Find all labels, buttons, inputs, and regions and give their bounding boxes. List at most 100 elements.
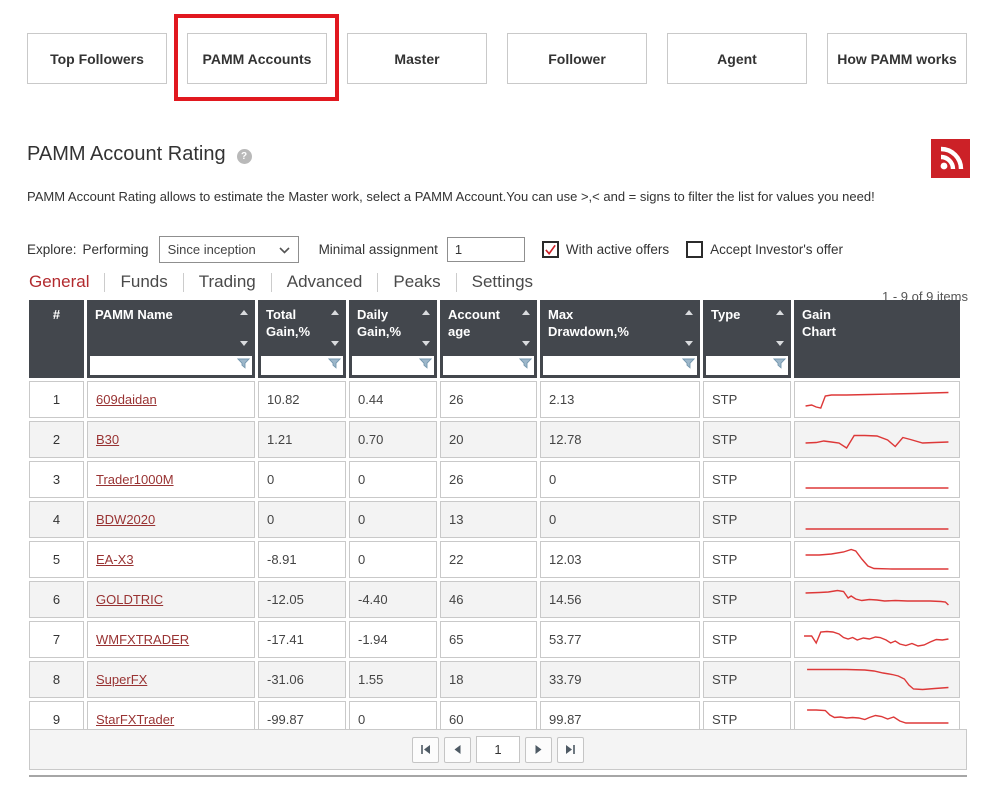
period-select[interactable]: Since inception [158, 236, 299, 263]
gain-chart-cell [794, 621, 960, 658]
column-header-total-gain[interactable]: Total Gain,% [258, 300, 346, 378]
filter-funnel-icon[interactable] [681, 357, 696, 375]
sort-arrows[interactable] [522, 310, 530, 346]
account-age-cell: 18 [440, 661, 537, 698]
accept-investors-offer-checkbox[interactable] [686, 241, 704, 258]
pamm-name-link[interactable]: SuperFX [96, 672, 148, 687]
gain-chart-cell [794, 661, 960, 698]
tab-funds[interactable]: Funds [120, 272, 168, 291]
daily-gain-cell: 0.44 [349, 381, 437, 418]
pamm-name-link[interactable]: EA-X3 [96, 552, 134, 567]
column-header-pamm-name[interactable]: PAMM Name [87, 300, 255, 378]
type-cell: STP [703, 541, 791, 578]
account-age-cell: 26 [440, 461, 537, 498]
daily-gain-cell: -1.94 [349, 621, 437, 658]
filter-input-total-gain[interactable] [261, 358, 328, 373]
filter-input-max-drawdown[interactable] [543, 358, 682, 373]
tab-general[interactable]: General [29, 272, 90, 291]
account-age-cell: 26 [440, 381, 537, 418]
previous-page-button[interactable] [444, 736, 471, 763]
next-page-button[interactable] [525, 736, 552, 763]
type-cell: STP [703, 421, 791, 458]
nav-button-master[interactable]: Master [347, 33, 487, 84]
pamm-name-link[interactable]: Trader1000M [96, 472, 174, 487]
pamm-name-link[interactable]: WMFXTRADER [96, 632, 190, 647]
filter-funnel-icon[interactable] [236, 357, 251, 375]
sort-arrows[interactable] [240, 310, 248, 346]
help-icon[interactable]: ? [236, 148, 252, 164]
gain-chart-cell [794, 541, 960, 578]
pamm-name-link[interactable]: 609daidan [96, 392, 157, 407]
tab-separator [182, 272, 184, 292]
nav-button-agent[interactable]: Agent [667, 33, 807, 84]
filter-funnel-icon[interactable] [518, 357, 533, 375]
daily-gain-cell: 0 [349, 501, 437, 538]
pamm-name-link[interactable]: BDW2020 [96, 512, 156, 527]
row-number-cell: 8 [29, 661, 84, 698]
total-gain-cell: 1.21 [258, 421, 346, 458]
nav-button-top-followers[interactable]: Top Followers [27, 33, 167, 84]
column-header-type[interactable]: Type [703, 300, 791, 378]
pamm-name-link[interactable]: StarFXTrader [96, 712, 175, 727]
column-header-max-drawdown[interactable]: Max Drawdown,% [540, 300, 700, 378]
sort-arrows[interactable] [685, 310, 693, 346]
sort-arrows[interactable] [776, 310, 784, 346]
filter-funnel-icon[interactable] [418, 357, 433, 375]
tab-separator [104, 272, 106, 292]
row-number-cell: 1 [29, 381, 84, 418]
filter-funnel-icon[interactable] [772, 357, 787, 375]
tab-advanced[interactable]: Advanced [286, 272, 363, 291]
filter-input-daily-gain[interactable] [352, 358, 419, 373]
with-active-offers-checkbox[interactable] [541, 241, 559, 258]
table-row: 6 GOLDTRIC -12.05 -4.40 46 14.56 STP [29, 581, 960, 618]
accept-investors-offer-checkbox-group[interactable]: Accept Investor's offer [686, 241, 843, 258]
page-number-input[interactable] [476, 736, 520, 763]
filter-input-account-age[interactable] [443, 358, 519, 373]
filter-input-type[interactable] [706, 358, 773, 373]
total-gain-cell: 0 [258, 461, 346, 498]
column-header-daily-gain[interactable]: Daily Gain,% [349, 300, 437, 378]
pamm-name-cell: SuperFX [87, 661, 255, 698]
gain-sparkline [801, 384, 953, 414]
max-drawdown-cell: 0 [540, 461, 700, 498]
sort-asc-icon [776, 310, 784, 315]
last-page-button[interactable] [557, 736, 584, 763]
gain-chart-cell [794, 581, 960, 618]
with-active-offers-checkbox-group[interactable]: With active offers [541, 241, 669, 258]
table-row: 9 StarFXTrader -99.87 0 60 99.87 STP [29, 701, 960, 738]
gain-sparkline [801, 504, 953, 534]
pamm-name-link[interactable]: B30 [96, 432, 120, 447]
rss-icon[interactable] [931, 139, 970, 178]
filter-funnel-icon[interactable] [327, 357, 342, 375]
pamm-name-link[interactable]: GOLDTRIC [96, 592, 164, 607]
sort-arrows[interactable] [331, 310, 339, 346]
account-age-cell: 20 [440, 421, 537, 458]
table-row: 1 609daidan 10.82 0.44 26 2.13 STP [29, 381, 960, 418]
sort-arrows[interactable] [422, 310, 430, 346]
tab-settings[interactable]: Settings [471, 272, 534, 291]
nav-button-follower[interactable]: Follower [507, 33, 647, 84]
pamm-name-cell: Trader1000M [87, 461, 255, 498]
page-title: PAMM Account Rating [27, 143, 226, 165]
nav-button-how-pamm-works[interactable]: How PAMM works [827, 33, 967, 84]
nav-button-pamm-accounts[interactable]: PAMM Accounts [187, 33, 327, 84]
sort-asc-icon [422, 310, 430, 315]
rating-table: # PAMM Name Total Gain,% Daily Gain,% [26, 297, 963, 741]
row-number-cell: 4 [29, 501, 84, 538]
minimal-assignment-input[interactable] [446, 237, 525, 262]
type-cell: STP [703, 381, 791, 418]
filter-input-pamm-name[interactable] [90, 358, 237, 373]
first-page-button[interactable] [412, 736, 439, 763]
gain-sparkline [801, 584, 953, 614]
sort-desc-icon [522, 341, 530, 346]
column-header-account-age[interactable]: Account age [440, 300, 537, 378]
tab-trading[interactable]: Trading [198, 272, 256, 291]
pamm-name-cell: B30 [87, 421, 255, 458]
page-description: PAMM Account Rating allows to estimate t… [27, 189, 875, 204]
performing-label: Performing [82, 242, 149, 257]
pagination-bar [29, 729, 967, 770]
gain-sparkline [801, 624, 953, 654]
tab-peaks[interactable]: Peaks [393, 272, 441, 291]
type-cell: STP [703, 461, 791, 498]
